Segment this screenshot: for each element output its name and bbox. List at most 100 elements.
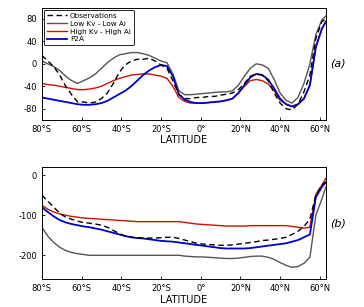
Observations [58, 73, 62, 77]
Observations [117, 70, 122, 74]
Low Kv - Low Ai [129, 51, 133, 54]
High Kv - High Ai [117, 76, 122, 80]
High Kv - High Ai [159, 74, 163, 78]
Low Kv - Low Ai [320, 18, 324, 22]
High Kv - High Ai [147, 72, 151, 76]
Low Kv - Low Ai [194, 92, 199, 96]
High Kv - High Ai [82, 88, 86, 91]
P2A [189, 100, 193, 104]
Low Kv - Low Ai [302, 82, 306, 85]
Observations [171, 79, 175, 83]
Low Kv - Low Ai [254, 62, 258, 66]
High Kv - High Ai [260, 79, 264, 83]
P2A [320, 27, 324, 31]
P2A [111, 96, 115, 99]
High Kv - High Ai [46, 83, 50, 87]
P2A [278, 97, 282, 100]
P2A [123, 89, 127, 93]
High Kv - High Ai [284, 103, 288, 106]
Observations [183, 97, 187, 100]
High Kv - High Ai [194, 101, 199, 105]
High Kv - High Ai [254, 78, 258, 81]
P2A [129, 84, 133, 88]
Observations [93, 100, 98, 104]
P2A [248, 76, 253, 79]
Line: Low Kv - Low Ai: Low Kv - Low Ai [42, 16, 326, 103]
P2A [260, 73, 264, 77]
Observations [99, 97, 104, 100]
High Kv - High Ai [272, 89, 276, 93]
Observations [70, 93, 74, 96]
P2A [230, 97, 235, 100]
Low Kv - Low Ai [183, 93, 187, 96]
Low Kv - Low Ai [105, 61, 110, 64]
Observations [302, 90, 306, 94]
Observations [260, 73, 264, 77]
Low Kv - Low Ai [58, 69, 62, 72]
Low Kv - Low Ai [135, 51, 139, 54]
Observations [308, 73, 312, 77]
Observations [320, 20, 324, 24]
Observations [213, 95, 217, 98]
High Kv - High Ai [93, 86, 98, 90]
Low Kv - Low Ai [189, 93, 193, 96]
P2A [284, 103, 288, 106]
Low Kv - Low Ai [40, 59, 44, 63]
Observations [272, 91, 276, 95]
Low Kv - Low Ai [201, 92, 205, 95]
P2A [147, 69, 151, 72]
Observations [236, 88, 241, 91]
High Kv - High Ai [324, 20, 328, 24]
Observations [63, 84, 68, 88]
Observations [141, 57, 145, 61]
High Kv - High Ai [129, 73, 133, 77]
P2A [242, 83, 246, 87]
High Kv - High Ai [230, 97, 235, 100]
P2A [135, 79, 139, 83]
High Kv - High Ai [314, 45, 318, 49]
P2A [46, 97, 50, 100]
P2A [266, 78, 270, 81]
Observations [278, 101, 282, 105]
High Kv - High Ai [218, 99, 223, 103]
P2A [93, 103, 98, 106]
P2A [177, 92, 181, 96]
Line: High Kv - High Ai: High Kv - High Ai [42, 22, 326, 107]
High Kv - High Ai [290, 105, 294, 108]
Low Kv - Low Ai [224, 90, 229, 94]
Low Kv - Low Ai [242, 74, 246, 78]
Low Kv - Low Ai [111, 56, 115, 60]
P2A [206, 101, 211, 104]
P2A [171, 74, 175, 78]
Low Kv - Low Ai [218, 90, 223, 94]
Low Kv - Low Ai [206, 91, 211, 95]
Low Kv - Low Ai [296, 96, 300, 99]
P2A [153, 65, 157, 69]
High Kv - High Ai [75, 88, 80, 91]
High Kv - High Ai [236, 91, 241, 95]
High Kv - High Ai [177, 96, 181, 99]
Observations [314, 37, 318, 41]
Low Kv - Low Ai [147, 53, 151, 57]
P2A [99, 101, 104, 105]
High Kv - High Ai [213, 100, 217, 104]
High Kv - High Ai [58, 84, 62, 88]
High Kv - High Ai [242, 84, 246, 88]
Observations [254, 72, 258, 76]
High Kv - High Ai [105, 82, 110, 85]
High Kv - High Ai [123, 75, 127, 79]
P2A [290, 105, 294, 108]
High Kv - High Ai [302, 97, 306, 100]
Observations [105, 91, 110, 95]
P2A [159, 63, 163, 67]
P2A [194, 101, 199, 105]
Text: (a): (a) [330, 59, 346, 69]
Low Kv - Low Ai [266, 66, 270, 70]
X-axis label: LATITUDE: LATITUDE [160, 295, 207, 305]
P2A [75, 103, 80, 106]
P2A [183, 98, 187, 102]
Observations [46, 59, 50, 63]
High Kv - High Ai [52, 83, 56, 87]
Observations [189, 97, 193, 100]
Observations [224, 92, 229, 96]
